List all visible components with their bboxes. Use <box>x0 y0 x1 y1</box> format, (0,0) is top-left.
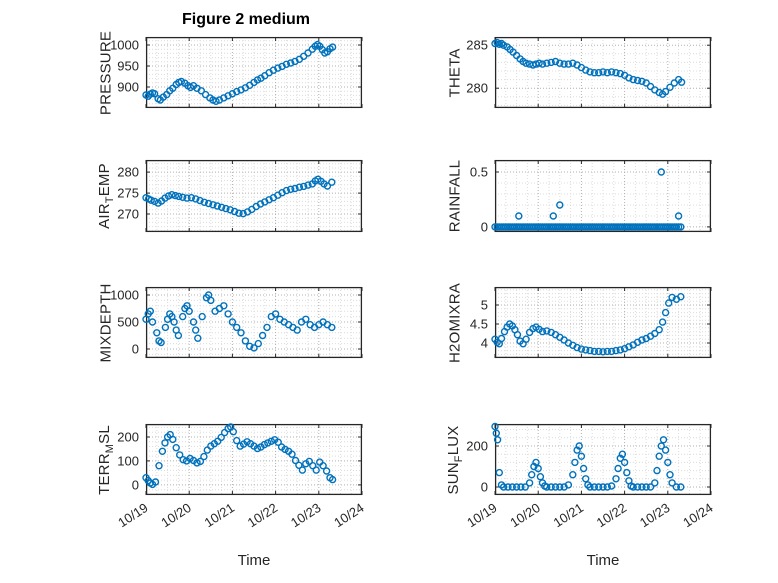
scatter-plot-air-temp: 270 275 280 <box>117 159 363 233</box>
subplot-pressure: PRESSURE 900 950 1000 <box>98 30 363 115</box>
svg-text:285: 285 <box>466 38 488 53</box>
svg-text:1000: 1000 <box>110 288 139 303</box>
ylabel-text: RAINFALL <box>446 159 464 232</box>
svg-text:0: 0 <box>481 480 488 495</box>
svg-text:10/22: 10/22 <box>594 500 629 530</box>
ylabel-text: EMP <box>96 162 113 196</box>
x-axis-title-right: Time <box>586 552 620 569</box>
subplot-theta: THETA 280 285 <box>447 36 712 109</box>
svg-text:200: 200 <box>117 430 139 445</box>
svg-text:1000: 1000 <box>110 38 139 53</box>
scatter-plot-mixdepth: 0 500 1000 <box>110 286 363 359</box>
y-axis-label-terr-msl: TERRMSL <box>96 425 116 495</box>
ylabel-subscript: F <box>453 454 465 462</box>
scatter-plot-rainfall: 00.5 <box>470 159 712 234</box>
svg-text:270: 270 <box>117 207 139 222</box>
svg-text:4.5: 4.5 <box>470 317 488 332</box>
svg-text:0.5: 0.5 <box>470 165 488 180</box>
svg-text:10/24: 10/24 <box>680 500 715 530</box>
svg-text:900: 900 <box>117 80 139 95</box>
svg-text:10/21: 10/21 <box>202 500 237 530</box>
y-axis-label-rainfall: RAINFALL <box>447 159 464 231</box>
ylabel-text: SL <box>96 424 113 444</box>
ylabel-subscript: T <box>104 195 116 203</box>
figure-title: Figure 2 medium <box>181 11 311 28</box>
svg-text:0: 0 <box>481 219 488 234</box>
subplot-sun-flux: SUNFLUX 0 200 10/19 10/20 10/21 10/22 10/23 10/… <box>445 422 716 569</box>
svg-text:280: 280 <box>117 165 139 180</box>
svg-text:10/21: 10/21 <box>551 500 586 530</box>
svg-text:10/20: 10/20 <box>158 500 193 530</box>
y-axis-label-theta: THETA <box>447 48 464 97</box>
scatter-plot-terr-msl: 0 100 200 10/19 10/20 10/21 10/22 10/23 10/24 <box>115 423 367 530</box>
y-axis-label-h2omixra: H2OMIXRA <box>447 283 464 363</box>
svg-text:200: 200 <box>466 439 488 454</box>
svg-text:0: 0 <box>132 477 139 492</box>
svg-text:500: 500 <box>117 315 139 330</box>
svg-text:10/20: 10/20 <box>507 500 542 530</box>
subplot-terr-msl: TERRMSL 0 100 200 10/19 10/20 10/21 10/22 10/23… <box>96 423 367 569</box>
ylabel-text: H2OMIXRA <box>446 282 464 363</box>
svg-text:280: 280 <box>466 81 488 96</box>
ylabel-text: AIR <box>96 202 113 229</box>
ylabel-text: LUX <box>445 425 462 455</box>
svg-text:5: 5 <box>481 298 488 313</box>
x-axis-title-left: Time <box>237 552 271 569</box>
ylabel-subscript: M <box>104 443 116 453</box>
svg-text:10/23: 10/23 <box>288 500 323 530</box>
ylabel-text: TERR <box>96 452 113 495</box>
svg-text:10/23: 10/23 <box>637 500 672 530</box>
scatter-plot-pressure: 900 950 1000 <box>110 36 363 109</box>
svg-text:4: 4 <box>481 336 488 351</box>
subplot-mixdepth: MIXDEPTH 0 500 1000 <box>98 283 363 362</box>
svg-text:10/22: 10/22 <box>245 500 280 530</box>
subplot-rainfall: RAINFALL 0 0.5 <box>447 159 712 234</box>
svg-text:0: 0 <box>132 342 139 357</box>
y-axis-label-sun-flux: SUNFLUX <box>445 425 465 494</box>
ylabel-text: SUN <box>445 461 462 494</box>
svg-text:100: 100 <box>117 453 139 468</box>
subplot-air-temp: AIRTEMP 270 275 280 <box>96 159 363 233</box>
svg-text:10/19: 10/19 <box>464 500 499 530</box>
svg-text:275: 275 <box>117 186 139 201</box>
svg-text:10/24: 10/24 <box>331 500 366 530</box>
scatter-plot-sun-flux: 0 200 10/19 10/20 10/21 10/22 10/23 10/24 <box>464 422 716 530</box>
ylabel-text: THETA <box>446 47 464 98</box>
scatter-plot-theta: 280 285 <box>466 36 712 109</box>
y-axis-label-air-temp: AIRTEMP <box>96 163 116 229</box>
svg-text:950: 950 <box>117 59 139 74</box>
subplot-h2omixra: H2OMIXRA 4 4.5 5 <box>447 283 712 362</box>
scatter-plot-h2omixra: 44.55 <box>470 286 712 359</box>
svg-text:10/19: 10/19 <box>115 500 150 530</box>
